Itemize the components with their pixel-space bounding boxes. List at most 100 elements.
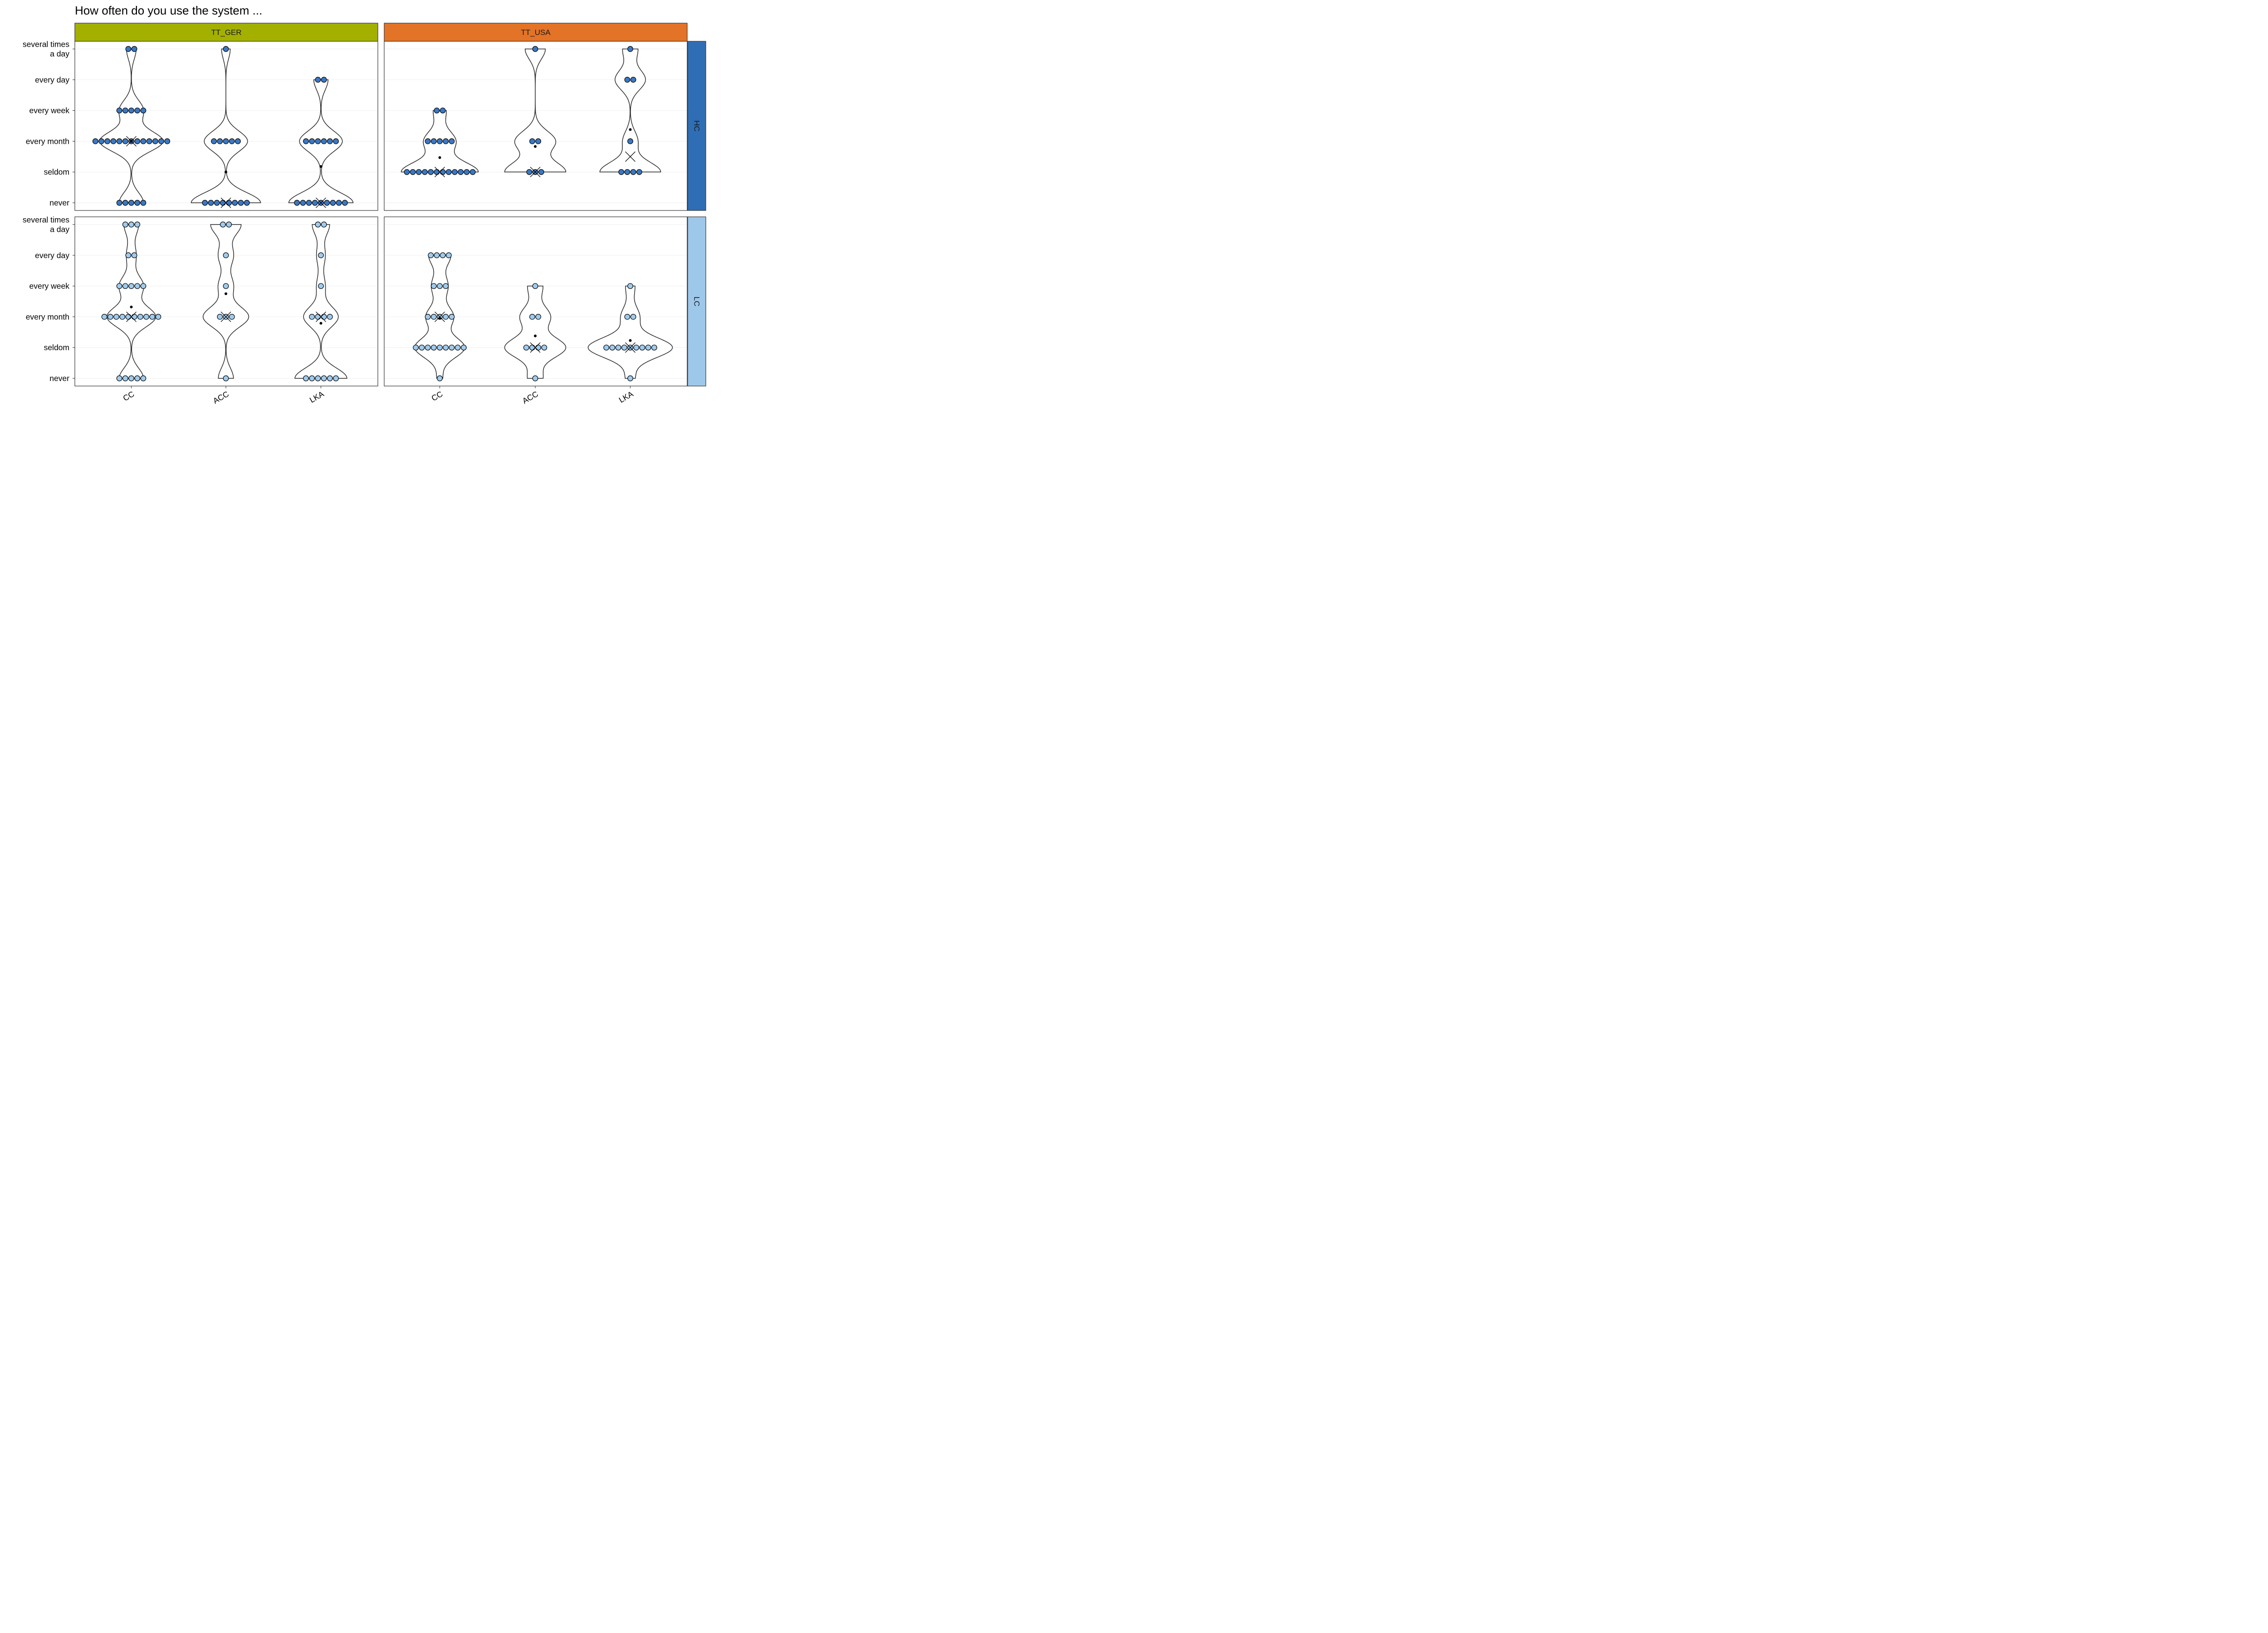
- data-point: [123, 284, 128, 289]
- data-point: [102, 314, 107, 320]
- data-point: [220, 200, 226, 205]
- data-point: [425, 314, 430, 320]
- data-point: [309, 376, 315, 381]
- data-point: [425, 139, 430, 144]
- y-tick-label: never: [49, 374, 69, 383]
- data-point: [294, 200, 300, 205]
- data-point: [229, 139, 235, 144]
- data-point: [123, 222, 128, 227]
- data-point: [619, 169, 624, 175]
- data-point: [404, 169, 410, 175]
- y-axis-lc: neverseldomevery monthevery weekevery da…: [23, 215, 75, 383]
- data-point: [309, 139, 315, 144]
- data-point: [461, 345, 467, 350]
- y-tick-label: several times a day: [23, 39, 69, 58]
- panel-tt_usa-hc: [384, 41, 687, 210]
- data-point: [437, 284, 443, 289]
- x-tick-label: ACC: [211, 389, 230, 406]
- data-point: [123, 376, 128, 381]
- data-point: [321, 314, 327, 320]
- data-point: [410, 169, 415, 175]
- data-point: [303, 376, 309, 381]
- y-axis-hc: neverseldomevery monthevery weekevery da…: [23, 39, 75, 207]
- data-point: [625, 314, 630, 320]
- data-point: [132, 253, 137, 258]
- mean-marker: [225, 293, 227, 295]
- data-point: [645, 345, 651, 350]
- x-axis-tt_ger: CC ACC LKA: [122, 386, 326, 406]
- data-point: [141, 376, 146, 381]
- data-point: [313, 200, 318, 205]
- data-point: [129, 200, 134, 205]
- data-point: [455, 345, 460, 350]
- data-point: [114, 314, 119, 320]
- data-point: [437, 376, 443, 381]
- data-point: [425, 345, 430, 350]
- data-point: [214, 200, 220, 205]
- data-point: [229, 314, 235, 320]
- mean-marker: [534, 145, 537, 148]
- data-point: [117, 376, 122, 381]
- data-point: [533, 46, 538, 52]
- x-axis-tt_usa: CC ACC LKA: [430, 386, 635, 406]
- panel-tt_usa-lc: [384, 217, 687, 386]
- data-point: [306, 200, 312, 205]
- data-point: [318, 284, 324, 289]
- data-point: [153, 139, 158, 144]
- data-point: [533, 376, 538, 381]
- data-point: [470, 169, 475, 175]
- data-point: [135, 222, 140, 227]
- data-point: [232, 200, 238, 205]
- data-point: [93, 139, 98, 144]
- data-point: [431, 314, 437, 320]
- mean-marker: [130, 306, 133, 308]
- data-point: [315, 77, 321, 83]
- data-point: [446, 253, 452, 258]
- data-point: [631, 169, 636, 175]
- data-point: [625, 169, 630, 175]
- data-point: [226, 200, 232, 205]
- data-point: [443, 139, 449, 144]
- strip-label: TT_GER: [211, 28, 241, 37]
- data-point: [330, 200, 336, 205]
- data-point: [449, 345, 455, 350]
- data-point: [223, 46, 229, 52]
- data-point: [321, 222, 327, 227]
- data-point: [244, 200, 249, 205]
- y-tick-label: every day: [35, 75, 69, 84]
- strip-label: HC: [693, 120, 701, 132]
- data-point: [634, 345, 639, 350]
- data-point: [135, 376, 140, 381]
- data-point: [443, 284, 449, 289]
- data-point: [419, 345, 425, 350]
- data-point: [321, 77, 327, 83]
- data-point: [443, 314, 449, 320]
- data-point: [123, 139, 128, 144]
- data-point: [105, 139, 110, 144]
- y-tick-label: seldom: [44, 343, 69, 352]
- data-point: [324, 200, 330, 205]
- data-point: [315, 376, 321, 381]
- mean-marker: [629, 339, 632, 342]
- data-point: [422, 169, 428, 175]
- data-point: [217, 139, 223, 144]
- data-point: [434, 169, 440, 175]
- x-tick-label: ACC: [521, 389, 540, 406]
- data-point: [141, 200, 146, 205]
- data-point: [211, 139, 217, 144]
- x-tick-label: LKA: [617, 389, 635, 405]
- y-tick-label: every week: [29, 106, 69, 115]
- data-point: [108, 314, 113, 320]
- data-point: [123, 108, 128, 113]
- data-point: [226, 222, 232, 227]
- data-point: [604, 345, 609, 350]
- data-point: [202, 200, 208, 205]
- data-point: [527, 169, 532, 175]
- data-point: [440, 253, 445, 258]
- y-tick-label: never: [49, 198, 69, 207]
- data-point: [235, 139, 241, 144]
- panel-tt_ger-lc: [75, 217, 378, 386]
- data-point: [300, 200, 306, 205]
- data-point: [135, 139, 140, 144]
- data-point: [120, 314, 125, 320]
